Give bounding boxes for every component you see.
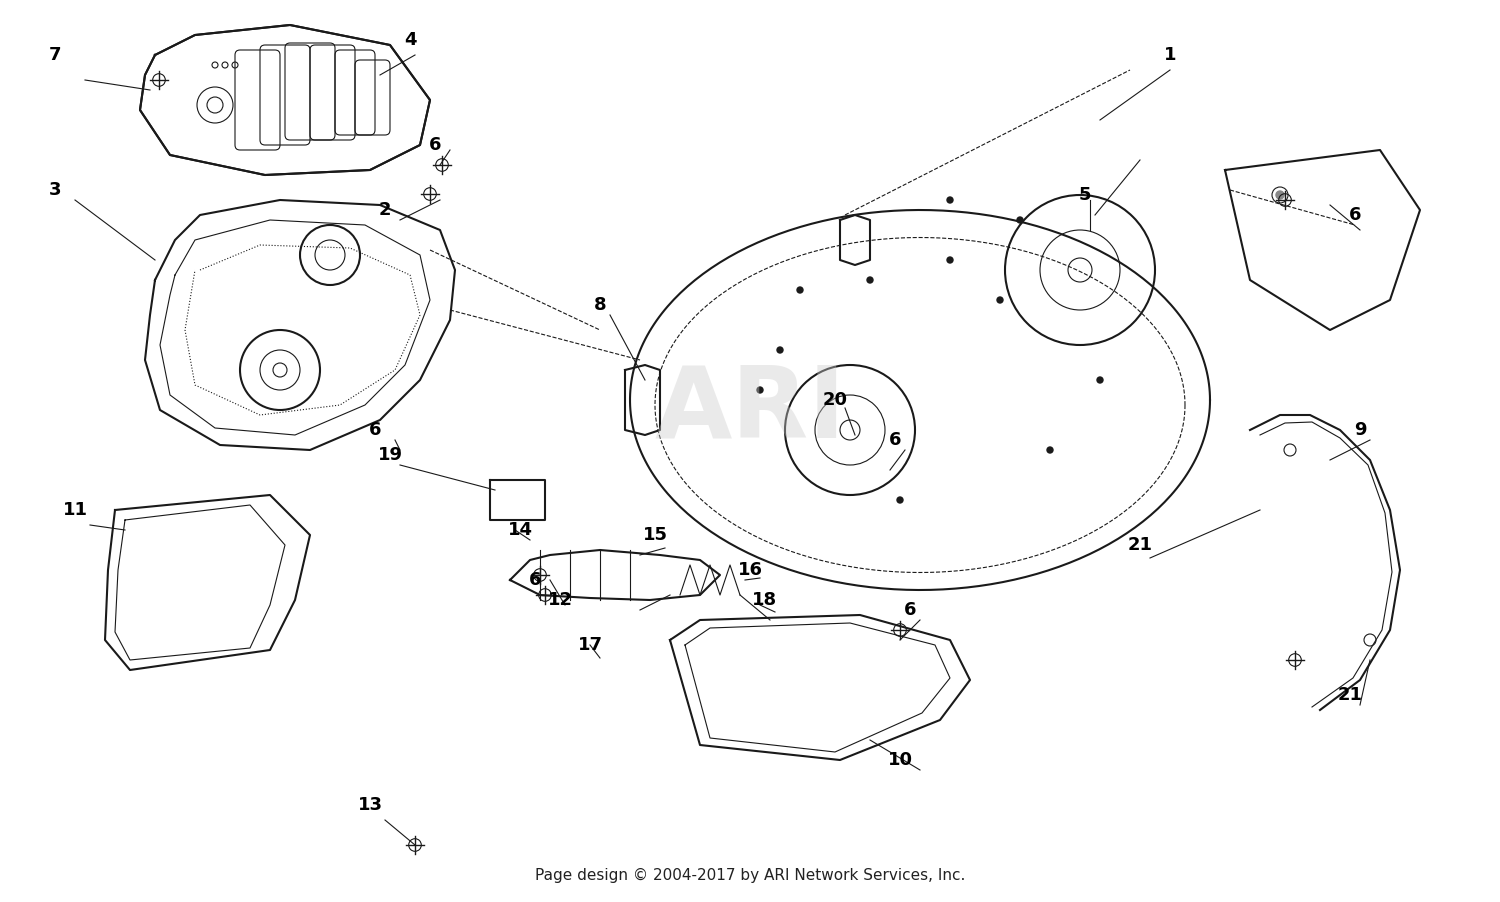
Text: 17: 17 bbox=[578, 636, 603, 654]
Circle shape bbox=[998, 297, 1004, 303]
Text: 6: 6 bbox=[429, 136, 441, 154]
Text: 2: 2 bbox=[378, 201, 392, 219]
Circle shape bbox=[796, 287, 802, 293]
Circle shape bbox=[777, 347, 783, 353]
Text: 15: 15 bbox=[642, 526, 668, 544]
Circle shape bbox=[1276, 191, 1284, 199]
Text: 11: 11 bbox=[63, 501, 87, 519]
Text: 6: 6 bbox=[888, 431, 902, 449]
Circle shape bbox=[897, 497, 903, 503]
Circle shape bbox=[1096, 377, 1102, 383]
Circle shape bbox=[758, 387, 764, 393]
Text: 20: 20 bbox=[822, 391, 848, 409]
Circle shape bbox=[867, 277, 873, 283]
Text: 7: 7 bbox=[48, 46, 62, 64]
Text: 1: 1 bbox=[1164, 46, 1176, 64]
Text: Page design © 2004-2017 by ARI Network Services, Inc.: Page design © 2004-2017 by ARI Network S… bbox=[536, 868, 964, 882]
Text: 12: 12 bbox=[548, 591, 573, 609]
Text: 4: 4 bbox=[404, 31, 416, 49]
Text: 6: 6 bbox=[528, 571, 542, 589]
Text: 5: 5 bbox=[1078, 186, 1090, 204]
Text: 21: 21 bbox=[1128, 536, 1152, 554]
Text: 16: 16 bbox=[738, 561, 762, 579]
Circle shape bbox=[946, 257, 952, 263]
Text: ARI: ARI bbox=[654, 362, 846, 458]
Text: 3: 3 bbox=[48, 181, 62, 199]
Text: 8: 8 bbox=[594, 296, 606, 314]
Text: 10: 10 bbox=[888, 751, 912, 769]
Text: 14: 14 bbox=[507, 521, 532, 539]
Text: 18: 18 bbox=[753, 591, 777, 609]
Text: 13: 13 bbox=[357, 796, 382, 814]
Text: 6: 6 bbox=[903, 601, 916, 619]
Circle shape bbox=[1017, 217, 1023, 223]
Circle shape bbox=[946, 197, 952, 203]
Text: 21: 21 bbox=[1338, 686, 1362, 704]
Text: 6: 6 bbox=[1348, 206, 1362, 224]
Text: 9: 9 bbox=[1353, 421, 1366, 439]
Text: 6: 6 bbox=[369, 421, 381, 439]
Text: 19: 19 bbox=[378, 446, 402, 464]
Circle shape bbox=[1047, 447, 1053, 453]
